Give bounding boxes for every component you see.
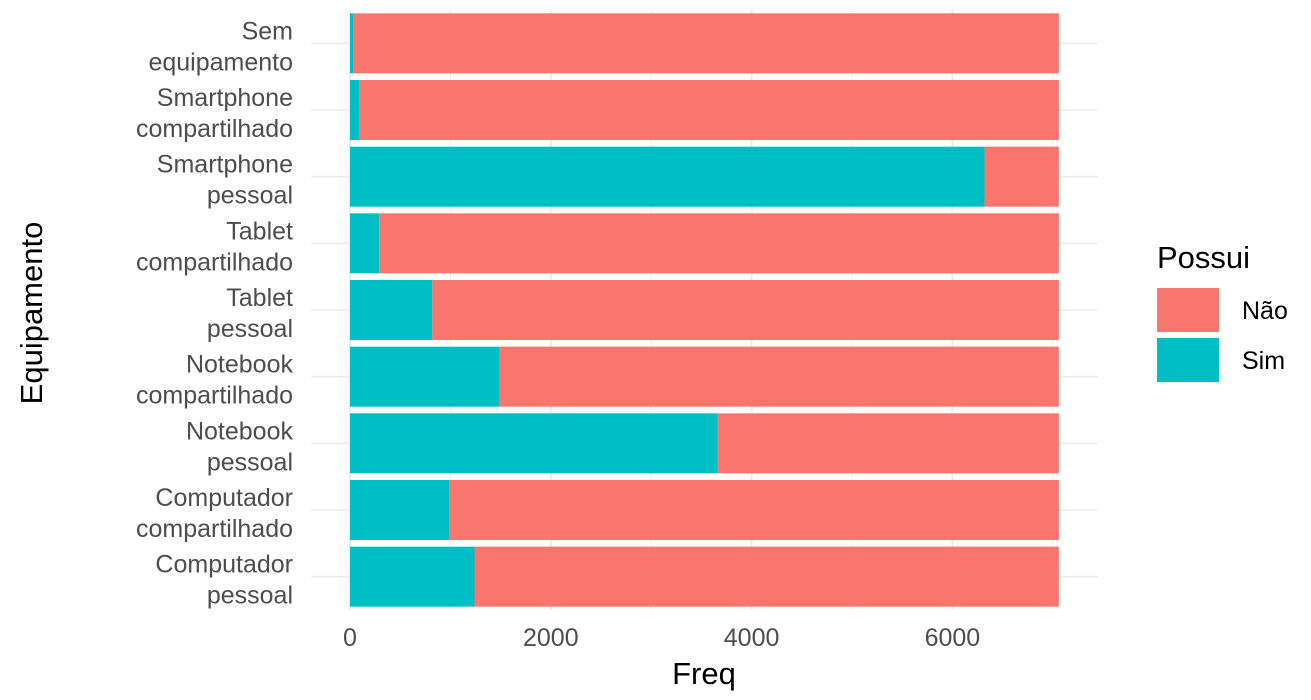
- bar-sim-5: [350, 280, 433, 340]
- bar-nao-2: [359, 80, 1059, 140]
- x-tick-label: 4000: [724, 624, 780, 652]
- bar-sim-2: [350, 80, 360, 140]
- bar-nao-4: [379, 213, 1059, 274]
- bar-nao-5: [432, 280, 1059, 340]
- bar-sim-3: [350, 146, 985, 207]
- bar-nao-1: [353, 13, 1059, 74]
- y-tick-label: Notebook pessoal: [186, 417, 294, 476]
- y-tick-label: Tablet pessoal: [207, 284, 293, 343]
- y-tick-label: Notebook compartilhado: [136, 351, 294, 410]
- bar-nao-8: [449, 480, 1059, 540]
- bar-sim-8: [350, 480, 450, 540]
- y-tick-label: Computador pessoal: [155, 551, 293, 610]
- y-tick-label: Tablet compartilhado: [136, 217, 293, 276]
- x-tick-label: 2000: [523, 624, 579, 652]
- x-tick-labels: 0 2000 4000 6000: [343, 624, 980, 652]
- y-tick-label: Sem equipamento: [148, 17, 293, 76]
- legend: Possui Não Sim: [1157, 240, 1288, 382]
- y-tick-label: Computador compartilhado: [136, 484, 293, 543]
- x-tick-label: 6000: [925, 624, 981, 652]
- bar-sim-1: [350, 13, 354, 74]
- y-tick-labels: Sem equipamento Smartphone compartilhado Sma…: [136, 17, 294, 609]
- legend-title: Possui: [1157, 240, 1250, 275]
- legend-swatch: [1157, 288, 1219, 332]
- x-axis-title: Freq: [672, 656, 736, 691]
- legend-swatch: [1157, 338, 1219, 382]
- y-axis-title: Equipamento: [14, 222, 49, 405]
- bar-nao-3: [984, 146, 1059, 207]
- bar-sim-6: [350, 346, 500, 407]
- legend-label: Não: [1242, 297, 1288, 325]
- bar-nao-6: [499, 346, 1059, 407]
- y-tick-label: Smartphone compartilhado: [136, 84, 293, 143]
- bar-nao-9: [474, 546, 1059, 607]
- bar-sim-7: [350, 413, 718, 474]
- y-tick-label: Smartphone pessoal: [157, 151, 293, 210]
- x-tick-label: 0: [343, 624, 357, 652]
- legend-label: Sim: [1242, 347, 1285, 375]
- bars: [350, 13, 1059, 607]
- bar-sim-9: [350, 546, 475, 607]
- bar-nao-7: [717, 413, 1059, 474]
- bar-sim-4: [350, 213, 380, 274]
